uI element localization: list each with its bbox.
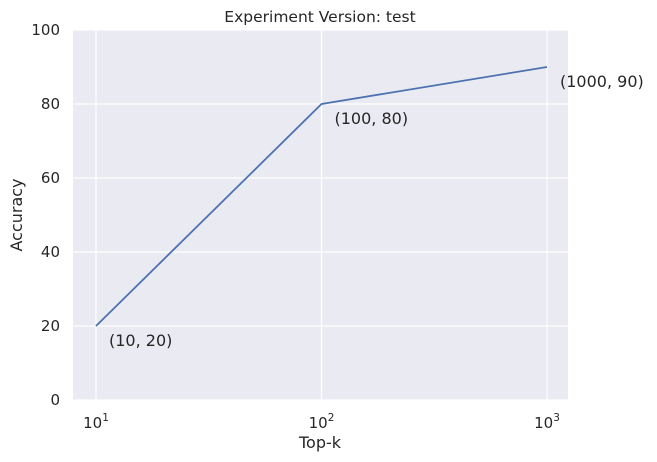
y-gridlines <box>73 29 568 401</box>
chart-title: Experiment Version: test <box>224 8 415 26</box>
annotations-group: (10, 20) (100, 80) (1000, 90) <box>109 72 644 350</box>
data-annotation: (1000, 90) <box>560 72 644 91</box>
data-annotation: (10, 20) <box>109 331 172 350</box>
x-tick-label: 102 <box>309 412 335 432</box>
y-tick-label: 60 <box>41 169 60 187</box>
x-tick-label: 101 <box>83 412 109 432</box>
y-tick-labels: 0 20 40 60 80 100 <box>31 21 60 409</box>
y-tick-label: 0 <box>50 391 60 409</box>
x-gridlines <box>95 30 548 400</box>
y-tick-label: 40 <box>41 243 60 261</box>
y-tick-label: 100 <box>31 21 60 39</box>
series-line-group <box>95 66 548 327</box>
y-tick-label: 80 <box>41 95 60 113</box>
x-axis-label: Top-k <box>298 433 342 452</box>
x-tick-label: 103 <box>534 412 560 432</box>
y-tick-label: 20 <box>41 317 60 335</box>
plot-background <box>73 30 568 400</box>
data-annotation: (100, 80) <box>335 109 409 128</box>
x-tick-labels: 101 102 103 <box>83 412 560 432</box>
y-axis-label: Accuracy <box>7 178 26 251</box>
